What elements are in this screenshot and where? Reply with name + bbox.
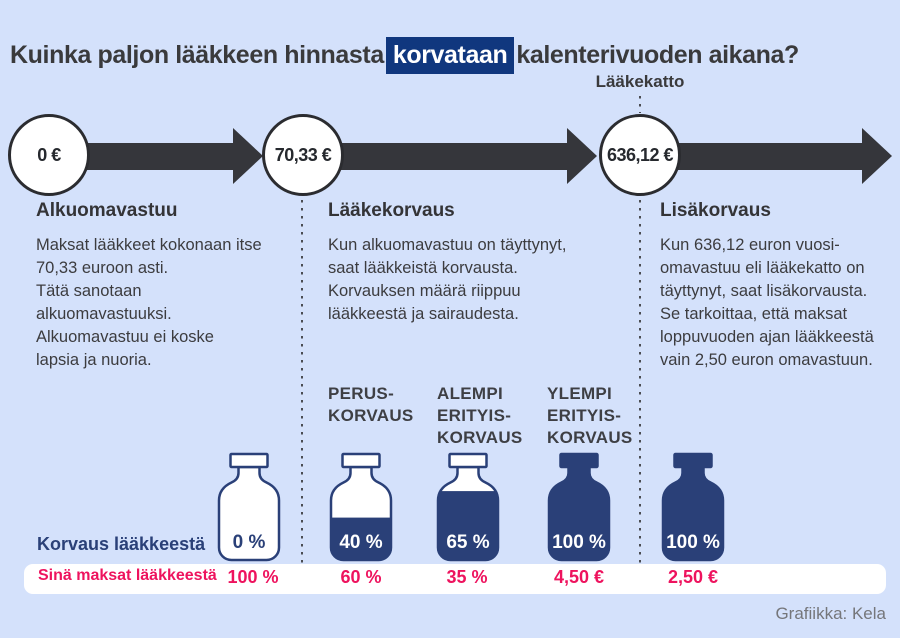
- you-pay-value: 4,50 €: [553, 567, 605, 587]
- timeline-arrowhead-3: [862, 128, 892, 184]
- timeline-arrowhead-1: [233, 128, 263, 184]
- category-label-alempi-erityiskorvaus: ALEMPI ERITYIS- KORVAUS: [437, 384, 523, 447]
- section-laakekorvaus: Lääkekorvaus Kun alkuomavastuu on täytty…: [328, 200, 620, 326]
- section-body: Kun 636,12 euron vuosi- omavastuu eli lä…: [660, 236, 874, 369]
- you-pay-value: 2,50 €: [667, 567, 719, 587]
- section-heading: Lisäkorvaus: [660, 200, 771, 221]
- section-alkuomavastuu: Alkuomavastuu Maksat lääkkeet kokonaan i…: [36, 200, 292, 372]
- you-pay-band: [24, 564, 886, 594]
- dotted-separator-left: [301, 200, 303, 594]
- title-post: kalenterivuoden aikana?: [516, 40, 799, 69]
- section-heading: Alkuomavastuu: [36, 200, 178, 221]
- medicine-bottle-100pct: 100 %: [545, 452, 613, 564]
- row-label-maksat: Sinä maksat lääkkeestä: [38, 567, 217, 584]
- credit-text: Grafiikka: Kela: [775, 604, 886, 623]
- medicine-bottle-0pct: 0 %: [215, 452, 283, 564]
- bottle-fill-percent: 40 %: [339, 532, 382, 553]
- row-label-korvaus: Korvaus lääkkeestä: [37, 534, 206, 554]
- medicine-bottle-65pct: 65 %: [434, 452, 502, 564]
- milestone-circle-start: 0 €: [8, 114, 90, 196]
- title-pre: Kuinka paljon lääkkeen hinnasta: [10, 40, 384, 69]
- bottle-fill-percent: 0 %: [233, 532, 266, 553]
- category-label-ylempi-erityiskorvaus: YLEMPI ERITYIS- KORVAUS: [547, 384, 633, 447]
- medicine-cap-label: Lääkekatto: [595, 72, 685, 91]
- milestone-circle-annual-cap: 636,12 €: [599, 114, 681, 196]
- title-highlight: korvataan: [385, 36, 515, 74]
- section-body: Maksat lääkkeet kokonaan itse 70,33 euro…: [36, 236, 262, 369]
- you-pay-value: 100 %: [227, 567, 279, 587]
- page-title: Kuinka paljon lääkkeen hinnasta korvataan…: [10, 36, 799, 74]
- medicine-bottle-40pct: 40 %: [327, 452, 395, 564]
- timeline-arrowhead-2: [567, 128, 597, 184]
- section-heading: Lääkekorvaus: [328, 200, 455, 221]
- bottle-fill-percent: 100 %: [666, 532, 720, 553]
- dotted-leader-top: [639, 96, 641, 113]
- bottle-fill-percent: 65 %: [446, 532, 489, 553]
- section-lisakorvaus: Lisäkorvaus Kun 636,12 euron vuosi- omav…: [660, 200, 898, 372]
- dotted-separator-right: [639, 200, 641, 594]
- medicine-bottle-100pct-extra: 100 %: [659, 452, 727, 564]
- you-pay-value: 60 %: [340, 567, 382, 587]
- bottle-fill-percent: 100 %: [552, 532, 606, 553]
- timeline-arrow-bar-2: [303, 143, 567, 170]
- you-pay-value: 35 %: [446, 567, 488, 587]
- section-body: Kun alkuomavastuu on täyttynyt, saat lää…: [328, 236, 567, 323]
- category-label-peruskorvaus: PERUS- KORVAUS: [328, 384, 414, 425]
- milestone-circle-initial-deductible: 70,33 €: [262, 114, 344, 196]
